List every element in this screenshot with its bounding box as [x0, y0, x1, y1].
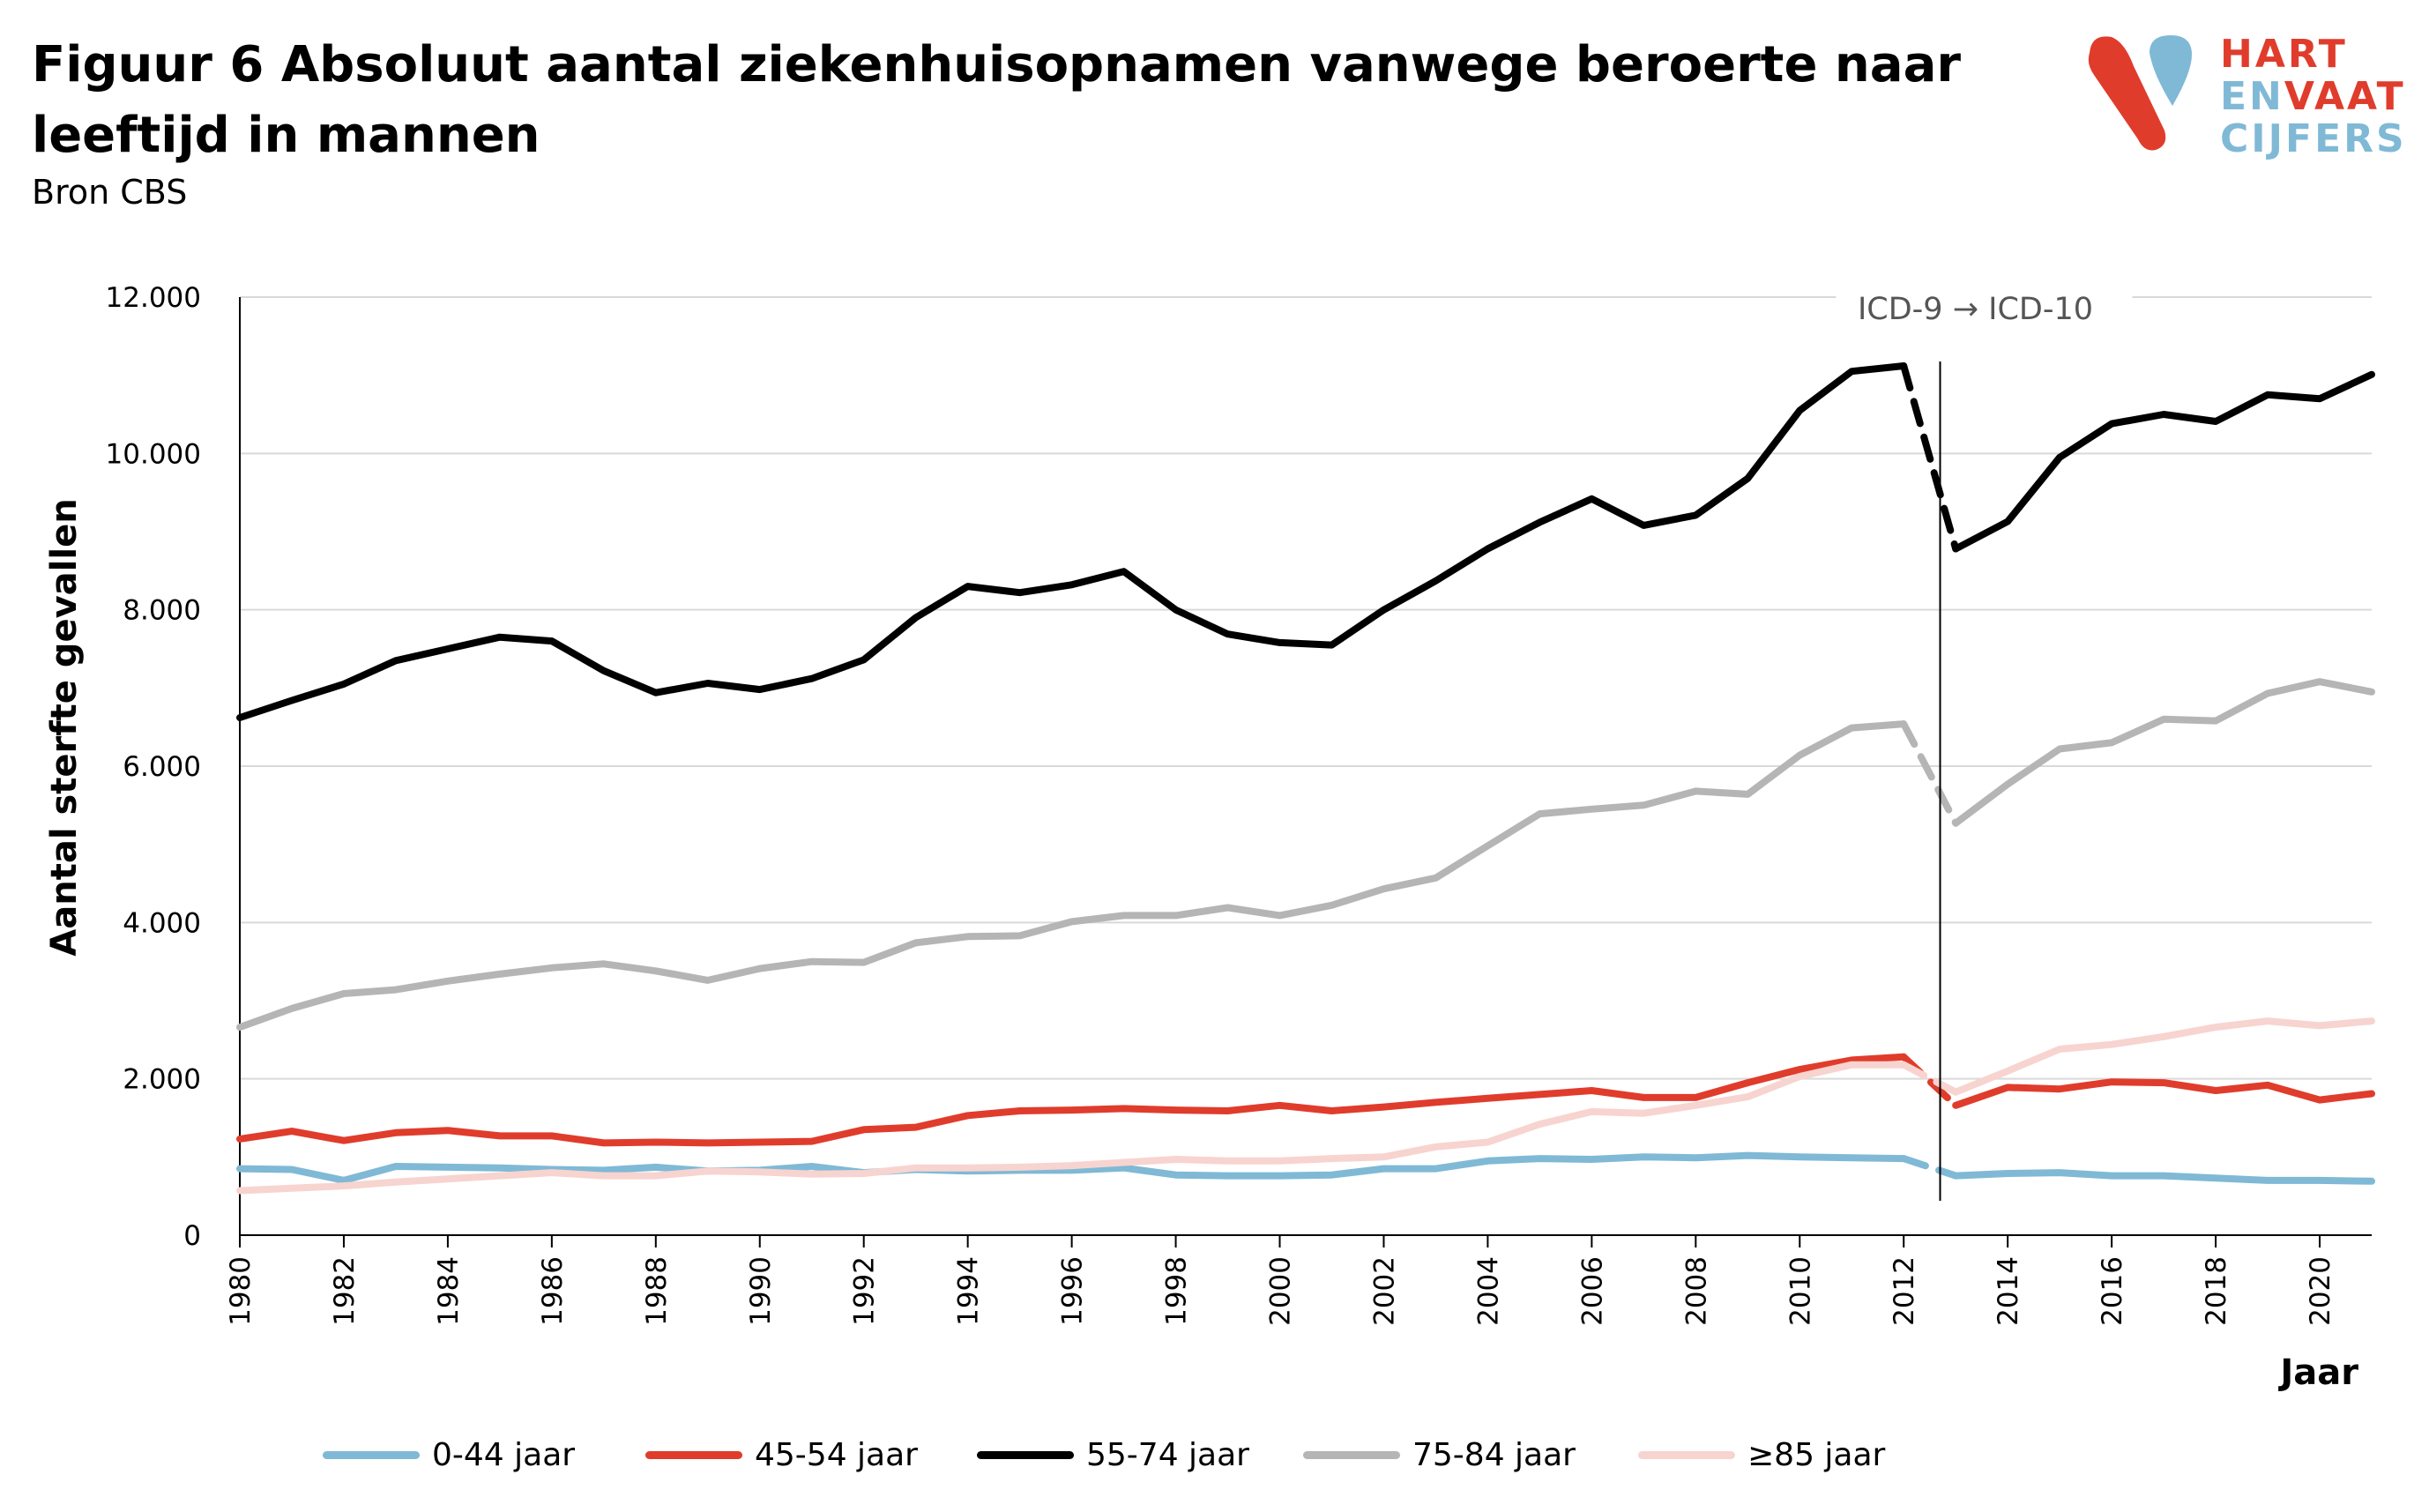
y-tick-labels: 0 2.000 4.000 6.000 8.000 10.000 12.000 — [106, 282, 201, 1252]
series-45-54-jaar — [236, 1053, 2375, 1147]
x-tick-label: 2000 — [1265, 1256, 1297, 1326]
x-tick-label: 1988 — [641, 1256, 673, 1326]
legend-item: 0-44 jaar — [323, 1428, 575, 1481]
legend-label: 0-44 jaar — [432, 1436, 576, 1473]
series-line-after — [1952, 678, 2375, 827]
x-tick-label: 2016 — [2097, 1256, 2128, 1326]
icd-break-marker: ICD-9 → ICD-10 — [1836, 287, 2133, 1201]
y-axis-title: Aantal sterfte gevallen — [44, 498, 85, 956]
y-tick-label: 0 — [183, 1220, 201, 1252]
logo-mark-icon — [2088, 35, 2192, 151]
legend-label: 75-84 jaar — [1412, 1436, 1576, 1473]
y-tick-label: 8.000 — [123, 595, 201, 627]
logo-text-line-3: CIJFERS — [2220, 116, 2407, 161]
x-tick-label: 1990 — [745, 1256, 777, 1326]
series-75-84-jaar — [236, 678, 2375, 1032]
legend-label: ≥85 jaar — [1747, 1436, 1886, 1473]
logo-text-line-1: HART — [2220, 32, 2348, 77]
legend-swatch — [1303, 1450, 1400, 1459]
break-label-bg — [1836, 287, 2133, 339]
legend-item: 75-84 jaar — [1303, 1428, 1576, 1481]
x-tick-label: 2014 — [1993, 1256, 2024, 1326]
x-tick-label: 2010 — [1784, 1256, 1816, 1326]
x-tick-label: 1982 — [329, 1256, 361, 1326]
x-tick-label: 1998 — [1161, 1256, 1193, 1326]
legend: 0-44 jaar 45-54 jaar 55-74 jaar 75-84 jaar ≥… — [0, 1428, 2429, 1481]
x-tick-label: 1984 — [433, 1256, 465, 1326]
x-tick-labels: 1980 1982 1984 1986 1988 1990 1992 1994 1996 1998… — [225, 1235, 2336, 1326]
series-55-74-jaar — [236, 362, 2375, 721]
gridlines — [240, 296, 2372, 1080]
y-tick-label: 6.000 — [123, 751, 201, 783]
x-tick-label: 1994 — [953, 1256, 985, 1326]
series-line-before — [236, 720, 1908, 1032]
x-tick-label: 2020 — [2305, 1256, 2336, 1326]
series-line-transition — [1900, 720, 1960, 827]
series-line-transition — [1900, 1155, 1960, 1180]
logo-text-line-2: ENVAAT — [2220, 74, 2406, 119]
x-tick-label: 1992 — [849, 1256, 881, 1326]
x-tick-label: 2012 — [1889, 1256, 1920, 1326]
y-tick-label: 2.000 — [123, 1064, 201, 1096]
legend-item: 45-54 jaar — [645, 1428, 918, 1481]
series-line-after — [1952, 370, 2375, 553]
series--85-jaar — [236, 1017, 2375, 1195]
legend-item: ≥85 jaar — [1638, 1428, 1885, 1481]
series-0-44-jaar — [236, 1151, 2375, 1185]
legend-swatch — [1638, 1450, 1735, 1459]
legend-item: 55-74 jaar — [977, 1428, 1249, 1481]
y-tick-label: 4.000 — [123, 907, 201, 939]
x-tick-label: 1986 — [537, 1256, 569, 1326]
x-tick-label: 2004 — [1472, 1256, 1504, 1326]
series-line-after — [1952, 1169, 2375, 1185]
x-tick-label: 2008 — [1680, 1256, 1712, 1326]
legend-swatch — [323, 1450, 420, 1459]
legend-label: 45-54 jaar — [755, 1436, 918, 1473]
data-series — [236, 362, 2375, 1195]
series-line-before — [236, 1053, 1908, 1147]
x-tick-label: 1980 — [225, 1256, 257, 1326]
legend-swatch — [977, 1450, 1074, 1459]
x-tick-label: 2006 — [1576, 1256, 1608, 1326]
chart-subtitle: Bron CBS — [32, 173, 188, 212]
x-tick-label: 2018 — [2201, 1256, 2232, 1326]
series-line-transition — [1900, 1061, 1960, 1096]
chart-title: Figuur 6 Absoluut aantal ziekenhuisopnam… — [32, 36, 1961, 164]
series-line-after — [1952, 1078, 2375, 1109]
y-tick-label: 10.000 — [106, 438, 201, 470]
hartenvaatcijfers-logo: HART ENVAAT CIJFERS — [2081, 26, 2404, 160]
legend-label: 55-74 jaar — [1086, 1436, 1249, 1473]
x-axis-title: Jaar — [2277, 1352, 2358, 1393]
series-line-transition — [1900, 1053, 1960, 1109]
x-tick-label: 1996 — [1057, 1256, 1089, 1326]
series-line-transition — [1900, 362, 1960, 553]
series-line-before — [236, 362, 1908, 721]
break-label: ICD-9 → ICD-10 — [1858, 292, 2093, 327]
x-tick-label: 2002 — [1368, 1256, 1400, 1326]
axes — [239, 297, 2372, 1236]
legend-swatch — [645, 1450, 742, 1459]
y-tick-label: 12.000 — [106, 282, 201, 314]
